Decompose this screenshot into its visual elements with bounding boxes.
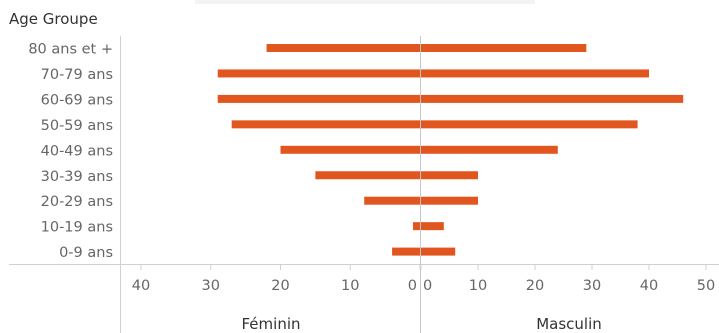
masculin-bar <box>421 145 558 154</box>
category-label: 40-49 ans <box>41 143 113 159</box>
feminin-bar <box>231 120 420 129</box>
feminin-tick-label: 0 <box>408 278 417 294</box>
category-label: 60-69 ans <box>41 92 113 108</box>
masculin-tick-label: 10 <box>469 278 487 294</box>
masculin-bar <box>421 94 684 103</box>
category-label: 70-79 ans <box>41 67 113 83</box>
feminin-bar <box>413 222 420 231</box>
top-scroll-stub <box>195 0 535 4</box>
masculin-bar <box>421 196 478 205</box>
feminin-bar <box>364 196 420 205</box>
masculin-tick-label: 0 <box>423 278 432 294</box>
masculin-bar <box>421 44 587 52</box>
masculin-tick-label: 20 <box>526 278 544 294</box>
bars-group <box>217 44 684 256</box>
feminin-bar <box>266 44 420 52</box>
feminin-tick-label: 30 <box>202 278 220 294</box>
masculin-bar <box>421 120 638 129</box>
row-header-label: Age Groupe <box>9 10 98 28</box>
masculin-tick-label: 40 <box>640 278 658 294</box>
feminin-bar <box>280 145 420 154</box>
feminin-bar <box>315 171 420 180</box>
category-label: 10-19 ans <box>41 220 113 236</box>
axes-group: 40 30 20 10 0 0 10 20 30 40 50 <box>9 36 719 333</box>
masculin-tick-label: 50 <box>697 278 715 294</box>
masculin-bar <box>421 247 456 256</box>
category-label: 20-29 ans <box>41 194 113 210</box>
category-label: 0-9 ans <box>59 245 113 261</box>
masculin-axis-title: Masculin <box>536 315 602 333</box>
feminin-tick-label: 20 <box>271 278 289 294</box>
feminin-bar <box>392 247 420 256</box>
masculin-bar <box>421 171 478 180</box>
category-label: 80 ans et + <box>28 42 113 58</box>
masculin-bar <box>421 222 444 231</box>
feminin-bar <box>217 69 420 78</box>
masculin-bar <box>421 69 649 78</box>
category-label: 50-59 ans <box>41 118 113 134</box>
category-label: 30-39 ans <box>41 169 113 185</box>
masculin-tick-label: 30 <box>583 278 601 294</box>
category-rows: 80 ans et + 70-79 ans 60-69 ans 50-59 ans 40… <box>28 42 113 262</box>
feminin-bar <box>217 94 420 103</box>
feminin-axis-title: Féminin <box>242 315 301 333</box>
feminin-tick-label: 10 <box>341 278 359 294</box>
feminin-tick-label: 40 <box>132 278 150 294</box>
